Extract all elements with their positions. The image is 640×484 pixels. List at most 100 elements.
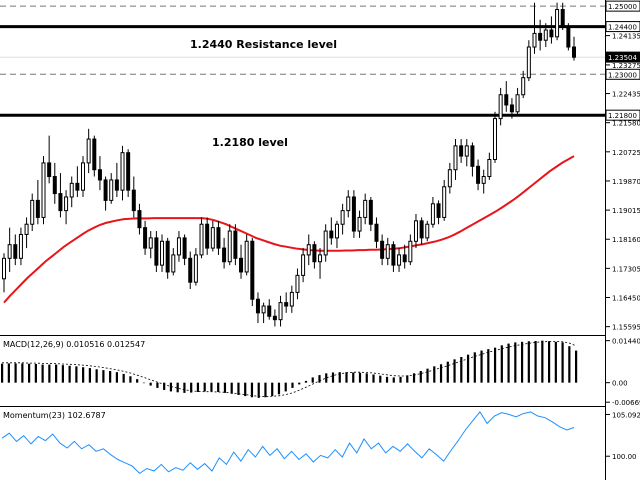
candle-body-bear: [374, 223, 379, 242]
candle-body-bull: [289, 291, 294, 307]
candle-body-bull: [7, 244, 12, 259]
candle-body-bull: [160, 240, 165, 266]
candle-body-bear: [165, 240, 170, 273]
macd-histogram-bar: [34, 364, 37, 383]
candle-body-bear: [572, 46, 576, 58]
moving-average-line: [3, 155, 575, 304]
macd-histogram-bar: [473, 352, 476, 383]
momentum-path: [1, 411, 575, 475]
candlestick-series: [2, 2, 576, 327]
candle-body-bull: [227, 230, 232, 263]
candlestick: [120, 145, 125, 201]
candlestick: [408, 234, 413, 266]
candlestick: [171, 248, 176, 276]
candle-body-bear: [97, 169, 102, 181]
macd-histogram-bar: [115, 372, 118, 383]
candlestick: [498, 87, 503, 126]
macd-histogram-bar: [14, 363, 17, 383]
candlestick: [148, 231, 153, 259]
candle-body-bear: [267, 305, 272, 317]
candlestick: [419, 217, 424, 245]
macd-histogram-bar: [358, 372, 362, 383]
macd-histogram-bar: [568, 346, 571, 383]
candlestick: [160, 234, 165, 272]
candlestick: [504, 81, 509, 112]
candlestick: [233, 224, 238, 266]
candlestick: [487, 152, 492, 180]
candle-body-bear: [126, 152, 131, 191]
candlestick: [329, 217, 334, 245]
candle-body-bull: [301, 254, 306, 276]
candlestick: [278, 295, 283, 327]
candlestick: [58, 173, 63, 218]
momentum-title: Momentum(23) 102.6787: [3, 411, 106, 420]
candle-body-bull: [447, 169, 452, 188]
candle-body-bull: [487, 158, 492, 178]
candle-body-bear: [239, 257, 244, 273]
macd-histogram-bar: [176, 382, 179, 393]
candle-body-bull: [24, 223, 29, 235]
macd-histogram-bar: [257, 382, 260, 398]
candlestick: [340, 203, 345, 235]
candle-body-bull: [193, 254, 198, 283]
candlestick: [126, 149, 131, 197]
candlestick: [549, 16, 554, 44]
candlestick: [453, 139, 458, 180]
macd-histogram-bar: [385, 376, 389, 383]
macd-histogram-bar: [507, 343, 510, 383]
candle-body-bear: [143, 227, 148, 249]
candlestick: [402, 244, 407, 269]
macd-histogram-bar: [61, 365, 64, 383]
candle-body-bear: [509, 104, 514, 113]
macd-tick-label: 0.014405: [612, 338, 640, 346]
candlestick: [47, 135, 52, 184]
candlestick: [318, 248, 323, 279]
macd-histogram-bar: [163, 382, 166, 390]
macd-histogram-bar: [399, 376, 402, 383]
macd-histogram-bar: [554, 341, 557, 383]
candlestick: [210, 220, 215, 252]
candlestick: [447, 162, 452, 194]
candlestick: [244, 234, 249, 276]
macd-histogram-bar: [493, 347, 497, 383]
candle-body-bear: [419, 220, 424, 239]
candlestick: [492, 111, 497, 163]
macd-histogram-bar: [41, 364, 44, 383]
candlestick: [572, 36, 576, 61]
candlestick: [267, 299, 272, 320]
candlestick: [64, 190, 69, 225]
candlestick: [346, 190, 351, 218]
macd-histogram-bar: [561, 342, 564, 383]
candle-body-bear: [58, 193, 63, 212]
candle-body-bear: [329, 230, 334, 239]
candlestick: [436, 200, 441, 225]
candlestick: [538, 19, 543, 51]
candlestick: [154, 231, 159, 272]
macd-histogram-bar: [21, 363, 24, 383]
macd-histogram-bar: [453, 359, 456, 383]
macd-histogram-bar: [142, 382, 146, 384]
candlestick: [306, 234, 311, 266]
macd-histogram-bar: [68, 365, 71, 383]
candlestick: [165, 237, 170, 279]
macd-histogram-bar: [7, 363, 10, 383]
macd-histogram-bar: [1, 363, 4, 383]
macd-histogram-bar: [102, 370, 105, 383]
candlestick: [380, 234, 385, 266]
candlestick: [351, 190, 356, 238]
candlestick: [289, 285, 294, 313]
macd-histogram-bar: [298, 382, 301, 385]
candlestick: [515, 87, 520, 116]
price-tick-label: 1.20725: [612, 149, 640, 157]
candlestick: [323, 224, 328, 262]
price-tick-label: 1.17305: [612, 265, 640, 273]
candle-body-bear: [182, 237, 187, 259]
momentum-line: [1, 411, 575, 475]
candle-body-bear: [35, 199, 40, 218]
candlestick: [363, 193, 368, 225]
candle-body-bull: [442, 186, 447, 218]
macd-histogram-bar: [331, 372, 335, 383]
price-marker-label: 1.25000: [608, 3, 637, 11]
